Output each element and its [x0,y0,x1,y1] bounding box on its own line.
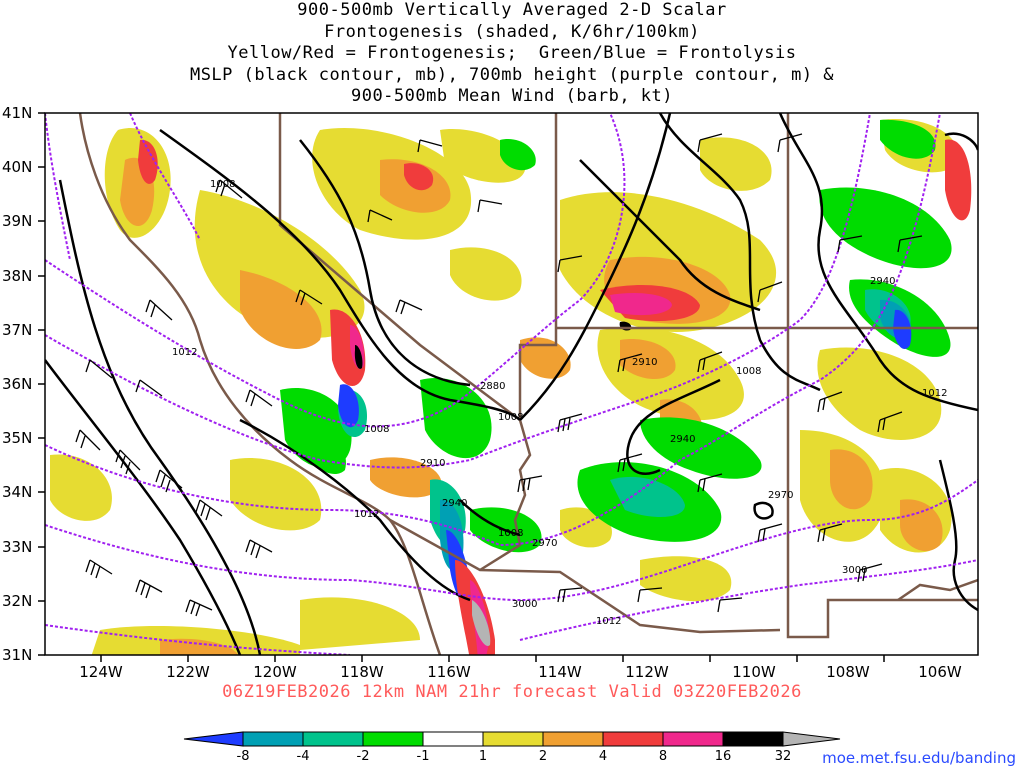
height-label: 2940 [442,498,467,509]
lon-label: 112W [625,663,669,681]
colorbar-swatch [482,731,544,747]
lat-label: 40N [2,158,32,176]
colorbar-tick: -4 [297,749,310,764]
mslp-label: 1012 [354,509,379,520]
lat-label: 37N [2,321,32,339]
mslp-label: 1012 [172,347,197,358]
mslp-label: 1008 [364,424,389,435]
colorbar-tick: 8 [659,749,667,764]
mslp-label: 1012 [596,616,621,627]
height-label: 2970 [768,490,793,501]
mslp-contours [45,113,978,655]
wind-barbs [75,133,923,617]
colorbar-swatch [782,731,841,747]
lat-label: 41N [2,104,32,122]
colorbar-tick: 16 [715,749,732,764]
height-label: 3000 [512,599,537,610]
mslp-label: 1012 [922,388,947,399]
colorbar-swatch [362,731,424,747]
colorbar-swatch [183,731,244,747]
lat-label: 36N [2,375,32,393]
colorbar-tick: -8 [237,749,250,764]
lat-label: 35N [2,429,32,447]
forecast-valid-line: 06Z19FEB2026 12km NAM 21hr forecast Vali… [222,682,802,702]
lon-label: 110W [732,663,776,681]
lon-label: 114W [538,663,582,681]
latitude-axis [38,112,45,656]
longitude-labels: 124W 122W 120W 118W 116W 114W 112W 110W … [79,663,962,681]
colorbar-swatch [662,731,724,747]
colorbar-tick: -2 [357,749,370,764]
lon-label: 108W [826,663,870,681]
height-label: 3000 [842,565,867,576]
colorbar-swatch [422,731,484,747]
lat-label: 34N [2,483,32,501]
title-line-3: Yellow/Red = Frontogenesis; Green/Blue =… [227,43,797,63]
lat-label: 33N [2,538,32,556]
colorbar-tick: 4 [599,749,607,764]
frontogenesis-shading [50,119,972,655]
height-label: 2880 [480,381,505,392]
lon-label: 122W [166,663,210,681]
lon-label: 116W [427,663,471,681]
colorbar-swatch [542,731,604,747]
height-label: 2910 [632,357,657,368]
credit-url[interactable]: moe.met.fsu.edu/banding [822,749,1016,767]
colorbar-swatch [242,731,304,747]
height-labels: 2880 2910 2910 2940 2940 2970 2970 3000 … [420,276,895,610]
title-block: 900-500mb Vertically Averaged 2-D Scalar… [0,0,1024,108]
title-line-1: 900-500mb Vertically Averaged 2-D Scalar [297,0,727,20]
colorbar-ticks: -8 -4 -2 -1 1 2 4 8 16 32 [237,749,792,764]
lon-label: 106W [918,663,962,681]
lat-label: 31N [2,646,32,664]
mslp-label: 1008 [736,366,761,377]
colorbar-swatch [722,731,784,747]
mslp-label: 1008 [498,412,523,423]
colorbar-tick: 32 [775,749,792,764]
height-label: 2970 [532,538,557,549]
height-label: 2940 [670,434,695,445]
colorbar-tick: 2 [539,749,547,764]
longitude-axis [100,655,885,662]
lon-label: 120W [253,663,297,681]
latitude-labels: 41N 40N 39N 38N 37N 36N 35N 34N 33N 32N … [2,104,32,664]
title-line-2: Frontogenesis (shaded, K/6hr/100km) [324,21,700,42]
height-contours [45,113,978,655]
mslp-labels: 1008 1012 1008 1008 1008 1012 1012 1008 … [172,179,947,627]
height-label: 2910 [420,458,445,469]
lon-label: 124W [79,663,123,681]
lat-label: 39N [2,212,32,230]
lon-label: 118W [340,663,384,681]
mslp-label: 1008 [210,179,235,190]
political-borders [78,113,978,655]
mslp-label: 1008 [498,528,523,539]
colorbar-swatch [302,731,364,747]
height-label: 2940 [870,276,895,287]
colorbar-tick: -1 [417,749,430,764]
lat-label: 38N [2,267,32,285]
title-line-4: MSLP (black contour, mb), 700mb height (… [189,64,835,85]
title-line-5: 900-500mb Mean Wind (barb, kt) [350,86,674,106]
colorbar-swatch [602,731,664,747]
lat-label: 32N [2,592,32,610]
colorbar [183,731,841,747]
colorbar-tick: 1 [479,749,487,764]
